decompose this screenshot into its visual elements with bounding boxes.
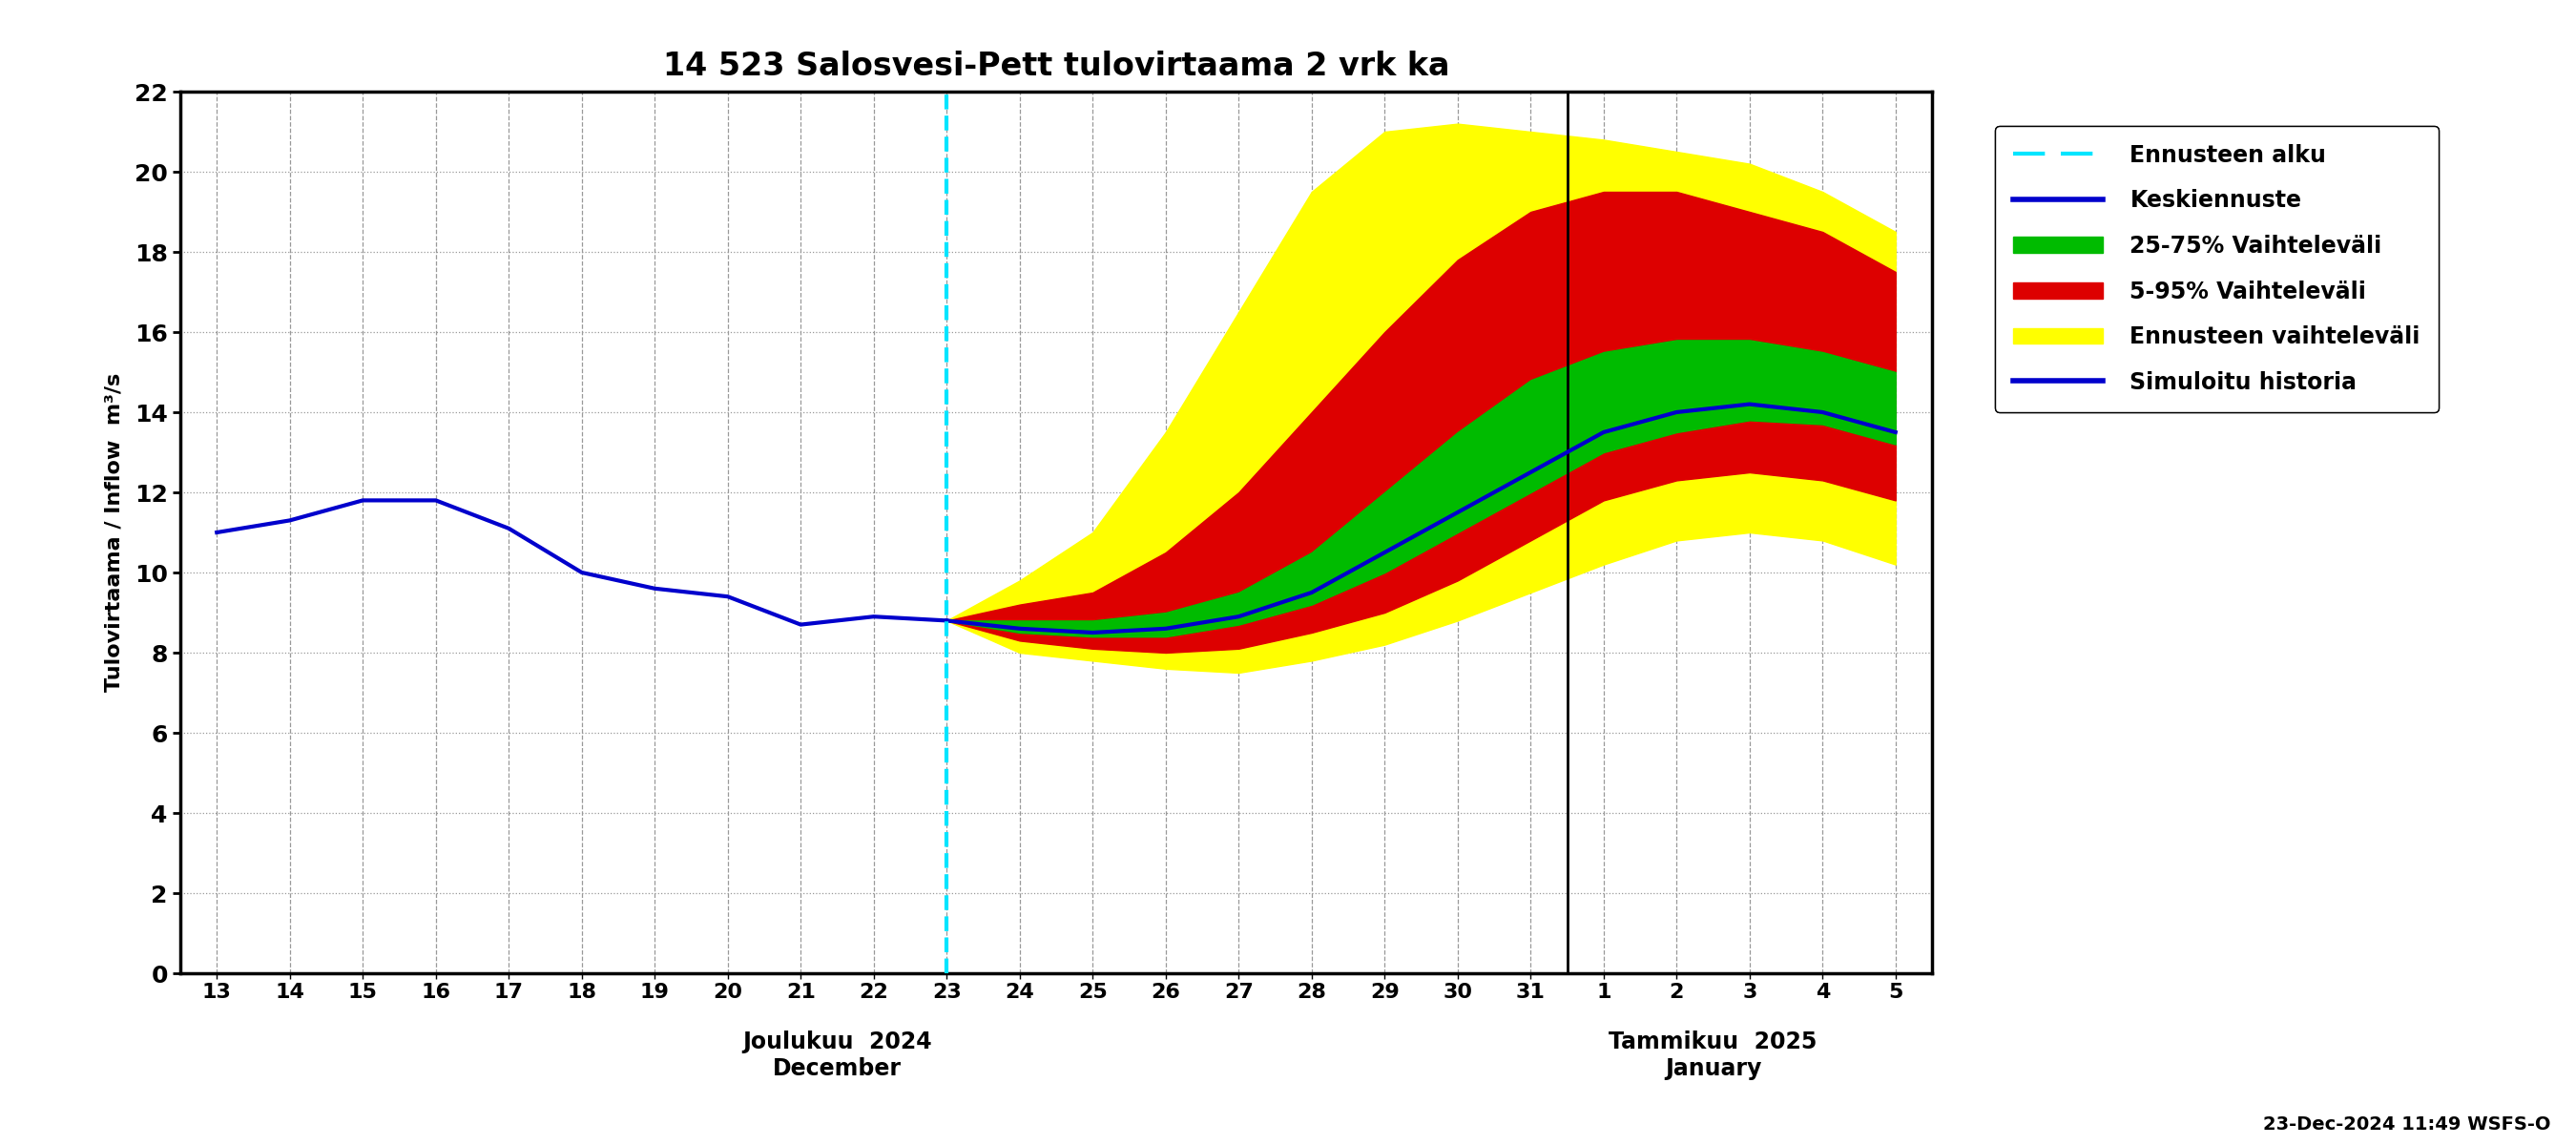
Legend: Ennusteen alku, Keskiennuste, 25-75% Vaihteleväli, 5-95% Vaihteleväli, Ennusteen: Ennusteen alku, Keskiennuste, 25-75% Vai… — [1994, 126, 2439, 412]
Text: Tammikuu  2025
January: Tammikuu 2025 January — [1610, 1030, 1816, 1080]
Y-axis label: Tulovirtaama / Inflow  m³/s: Tulovirtaama / Inflow m³/s — [106, 373, 124, 692]
Title: 14 523 Salosvesi-Pett tulovirtaama 2 vrk ka: 14 523 Salosvesi-Pett tulovirtaama 2 vrk… — [662, 50, 1450, 82]
Text: 23-Dec-2024 11:49 WSFS-O: 23-Dec-2024 11:49 WSFS-O — [2262, 1115, 2550, 1134]
Text: Joulukuu  2024
December: Joulukuu 2024 December — [742, 1030, 933, 1080]
